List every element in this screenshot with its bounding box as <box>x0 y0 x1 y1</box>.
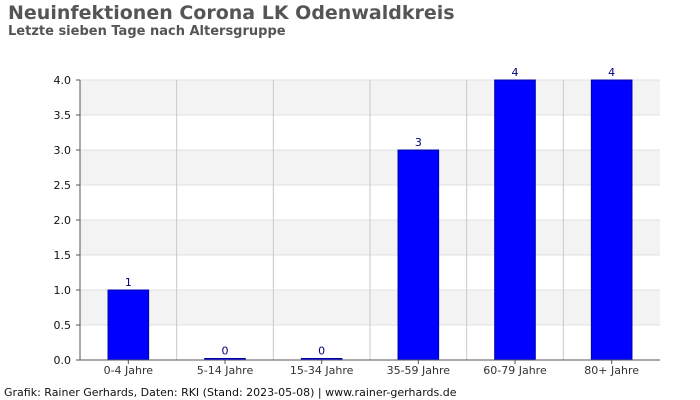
x-tick-label: 0-4 Jahre <box>104 364 154 377</box>
data-label: 3 <box>415 136 422 149</box>
data-label: 0 <box>222 345 229 358</box>
y-tick-label: 3.0 <box>54 144 72 157</box>
y-tick-label: 2.0 <box>54 214 72 227</box>
bar <box>107 289 150 361</box>
chart-subtitle: Letzte sieben Tage nach Altersgruppe <box>8 24 286 39</box>
x-tick-label: 60-79 Jahre <box>483 364 547 377</box>
y-tick-label: 1.5 <box>54 249 72 262</box>
x-tick-label: 35-59 Jahre <box>387 364 451 377</box>
y-tick-label: 1.0 <box>54 284 72 297</box>
x-tick-label: 80+ Jahre <box>584 364 639 377</box>
y-tick-label: 2.5 <box>54 179 72 192</box>
x-tick-labels: 0-4 Jahre 5-14 Jahre 15-34 Jahre 35-59 Jahr… <box>104 364 640 377</box>
data-label: 4 <box>608 66 615 79</box>
gridlines <box>80 79 660 361</box>
x-tick-label: 15-34 Jahre <box>290 364 354 377</box>
y-tick-label: 4.0 <box>54 74 72 87</box>
bars <box>107 79 633 361</box>
data-label: 4 <box>512 66 519 79</box>
bar <box>590 79 633 361</box>
bar <box>397 149 440 361</box>
x-tick-label: 5-14 Jahre <box>197 364 254 377</box>
y-tick-label: 0.5 <box>54 319 72 332</box>
footer-credit: Grafik: Rainer Gerhards, Daten: RKI (Sta… <box>4 386 457 399</box>
data-labels: 1 0 0 3 4 4 <box>125 66 615 358</box>
bar <box>494 79 536 361</box>
data-label: 0 <box>318 345 325 358</box>
y-tick-label: 0.0 <box>54 354 72 367</box>
chart-title: Neuinfektionen Corona LK Odenwaldkreis <box>8 2 455 24</box>
y-tick-label: 3.5 <box>54 109 72 122</box>
y-tick-labels: 0.0 0.5 1.0 1.5 2.0 2.5 3.0 3.5 4.0 <box>54 74 72 367</box>
data-label: 1 <box>125 276 132 289</box>
axes <box>76 79 660 364</box>
